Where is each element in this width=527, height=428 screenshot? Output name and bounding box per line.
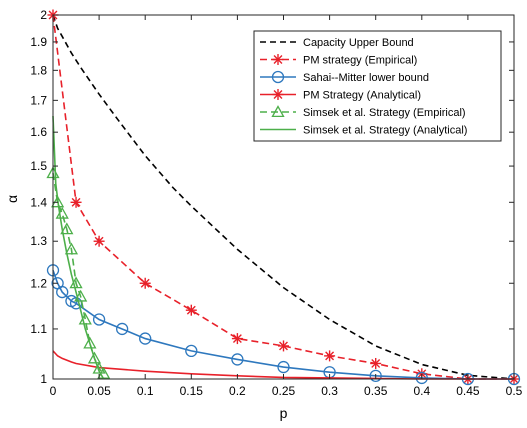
y-tick-label: 1.2 <box>30 276 47 290</box>
x-tick-label: 0 <box>50 384 57 398</box>
series-6 <box>52 115 105 380</box>
data-point <box>60 222 74 235</box>
legend-entry: Simsek et al. Strategy (Analytical) <box>260 125 467 137</box>
data-point-stroke <box>232 334 242 344</box>
x-tick-label: 0.4 <box>413 384 430 398</box>
data-point <box>74 289 88 302</box>
legend-box <box>253 30 502 142</box>
data-point <box>370 357 382 369</box>
data-point <box>277 360 290 374</box>
series-line <box>52 14 514 380</box>
x-axis-title: p <box>280 405 288 421</box>
data-point <box>185 344 198 358</box>
data-point <box>51 195 65 208</box>
legend-entry: Sahai--Mitter lower bound <box>260 70 429 84</box>
data-point <box>185 304 197 316</box>
data-point <box>324 350 336 362</box>
data-point-stroke <box>186 305 196 315</box>
data-point-stroke <box>140 278 150 288</box>
y-tick-label: 1.3 <box>30 234 47 248</box>
data-point <box>116 322 129 336</box>
data-point <box>369 369 382 383</box>
y-tick-label: 1.9 <box>30 35 47 49</box>
data-point <box>139 332 152 345</box>
series-3 <box>46 264 521 386</box>
data-point-stroke <box>325 351 335 361</box>
legend-label: Sahai--Mitter lower bound <box>303 72 429 84</box>
x-tick-label: 0.45 <box>456 384 480 398</box>
legend-marker <box>272 89 284 100</box>
y-tick-label: 2 <box>40 8 47 22</box>
x-tick-label: 0.05 <box>87 384 111 398</box>
data-point <box>56 285 69 299</box>
data-point-stroke <box>94 236 104 246</box>
data-point <box>231 333 243 345</box>
y-tick-label: 1.4 <box>30 195 47 209</box>
x-tick-label: 0.15 <box>180 384 204 398</box>
legend-entry: Capacity Upper Bound <box>260 37 414 49</box>
data-point <box>64 242 79 255</box>
data-point <box>415 371 428 385</box>
y-tick-label: 1.1 <box>30 322 47 336</box>
data-point <box>278 340 289 352</box>
x-tick-label: 0.1 <box>137 384 154 398</box>
data-point <box>92 361 106 374</box>
x-tick-label: 0.5 <box>506 384 523 398</box>
data-point-stroke <box>71 197 81 207</box>
series-line <box>52 14 515 380</box>
data-point-stroke <box>371 359 381 368</box>
series-1 <box>52 14 515 380</box>
legend-marker <box>272 54 284 65</box>
x-tick-label: 0.25 <box>272 384 296 398</box>
data-point-stroke <box>417 369 427 379</box>
legend-marker-stroke <box>273 90 283 99</box>
series-2 <box>47 9 520 385</box>
legend-label: Simsek et al. Strategy (Analytical) <box>303 125 467 137</box>
tick-layer: 0 0.05 0.1 0.15 0.2 0.25 0.3 0.35 0.4 0.45 0.5 1 1.1… <box>30 8 522 398</box>
data-point <box>93 235 105 247</box>
legend-entry: PM strategy (Empirical) <box>260 54 417 67</box>
y-tick-label: 1.6 <box>30 125 47 139</box>
x-tick-label: 0.35 <box>364 384 388 398</box>
series-layer <box>46 9 521 386</box>
series-line <box>52 115 105 380</box>
legend-marker <box>271 70 285 84</box>
series-line <box>52 270 514 380</box>
y-tick-label: 1.7 <box>30 93 47 107</box>
legend-marker-stroke <box>273 55 283 64</box>
legend-marker <box>271 105 285 118</box>
data-point <box>87 351 102 364</box>
legend: Capacity Upper Bound PM strategy (Empiric… <box>253 30 502 142</box>
legend-label: PM strategy (Empirical) <box>303 55 417 67</box>
data-point <box>231 353 244 366</box>
data-point <box>92 313 106 326</box>
data-point <box>83 336 97 349</box>
legend-entry: Simsek et al. Strategy (Empirical) <box>260 105 466 119</box>
x-tick-label: 0.2 <box>229 384 246 398</box>
x-tick-label: 0.3 <box>321 384 338 398</box>
data-point-stroke <box>279 341 288 351</box>
y-axis-title: α <box>4 195 20 203</box>
y-tick-label: 1 <box>40 372 47 386</box>
data-point <box>70 196 82 208</box>
legend-entry: PM Strategy (Analytical) <box>260 89 421 102</box>
data-point <box>139 277 151 289</box>
y-tick-label: 1.8 <box>30 63 47 77</box>
y-tick-label: 1.5 <box>30 159 47 173</box>
legend-label: Capacity Upper Bound <box>303 37 414 49</box>
legend-label: Simsek et al. Strategy (Empirical) <box>303 107 466 119</box>
legend-label: PM Strategy (Analytical) <box>303 90 421 102</box>
